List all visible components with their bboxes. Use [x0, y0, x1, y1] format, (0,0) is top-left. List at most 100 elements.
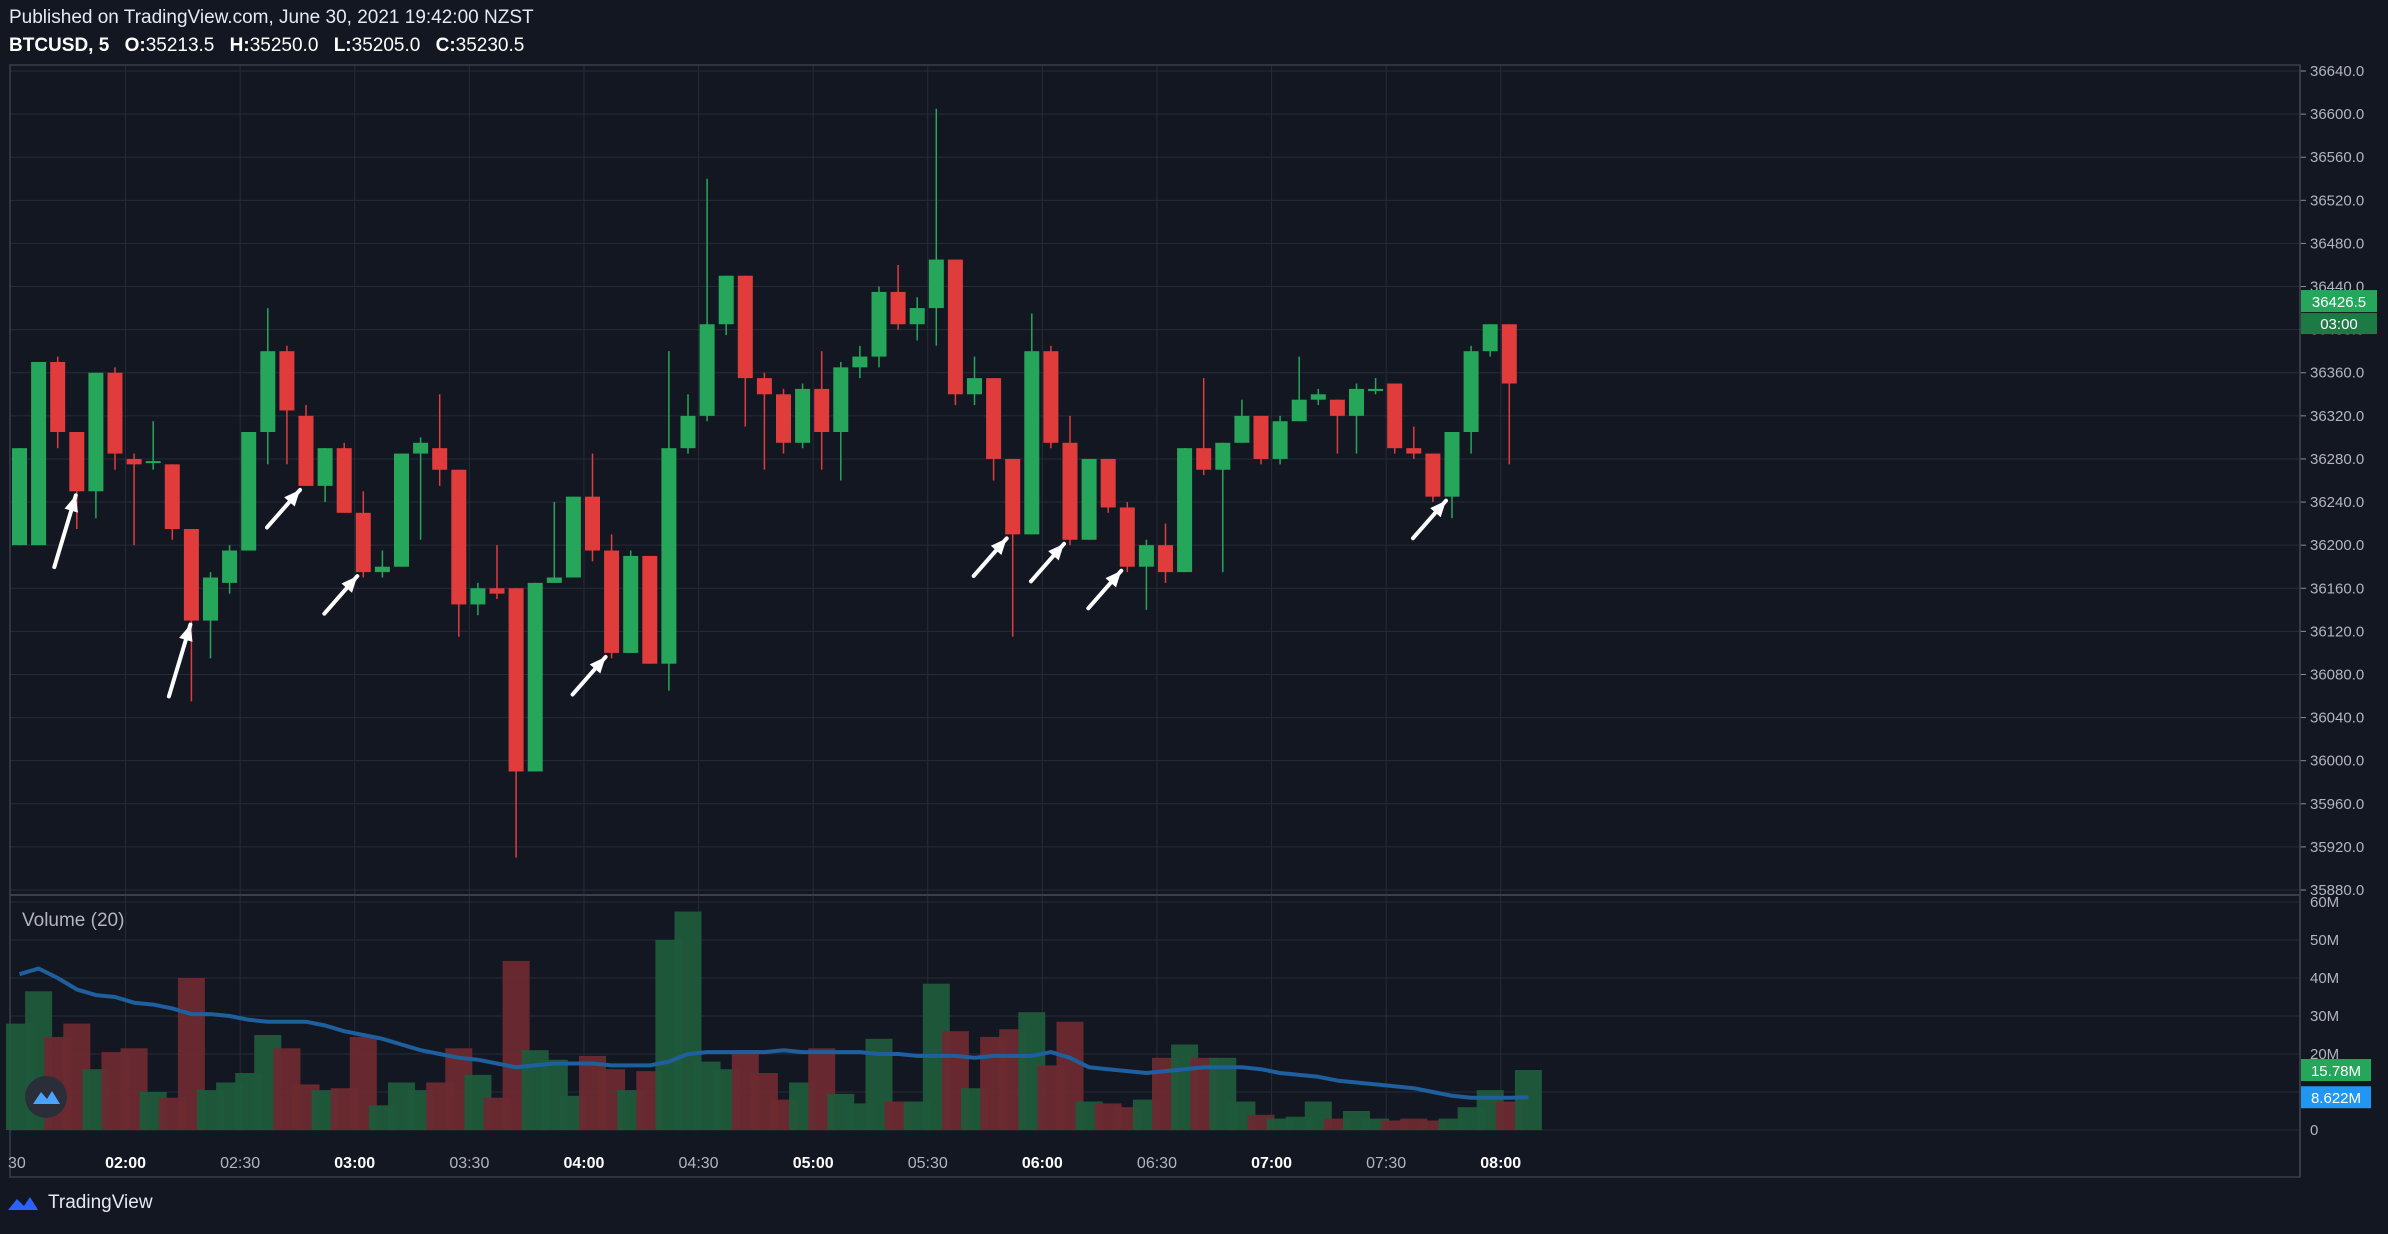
arrow-head [1430, 500, 1446, 518]
price-tick-label: 36160.0 [2310, 580, 2364, 597]
candle-body [1024, 351, 1040, 535]
volume-ma-line [18, 966, 1529, 1100]
volume-tick-label: 20M [2310, 1046, 2339, 1063]
candle-body [680, 415, 696, 449]
arrow-head [284, 489, 300, 507]
candle-body [1463, 351, 1479, 433]
time-tick-label: 30 [8, 1155, 26, 1172]
candle-body [1349, 388, 1364, 416]
arrow-head [64, 495, 78, 513]
time-tick-label: 03:00 [334, 1155, 375, 1172]
open-value: 35213.5 [145, 35, 215, 56]
candle-body [986, 378, 1002, 459]
open-label: O: [124, 35, 146, 56]
candle-body [795, 388, 811, 443]
candle-body [928, 259, 944, 309]
close-label: C: [435, 35, 456, 56]
bar-countdown-tag [2301, 313, 2377, 335]
volume-ma-label: 8.622M [2311, 1090, 2361, 1107]
candle-body [222, 550, 238, 583]
time-tick-label: 08:00 [1480, 1155, 1521, 1172]
volume-indicator-title[interactable]: Volume (20) [22, 910, 124, 931]
candle-body [508, 588, 524, 772]
symbol-label[interactable]: BTCUSD, 5 [9, 35, 110, 56]
price-tick-label: 36640.0 [2310, 63, 2364, 80]
time-tick-label: 07:30 [1366, 1155, 1406, 1172]
candle-body [1387, 383, 1403, 449]
time-tick-label: 02:00 [105, 1155, 146, 1172]
grid-layer [10, 65, 2300, 1131]
candle-body [489, 588, 505, 594]
candle-body [12, 448, 27, 546]
candle-body [623, 555, 639, 653]
candle-body [546, 577, 562, 583]
bar-countdown-label: 03:00 [2320, 316, 2358, 333]
candle-body [50, 361, 66, 433]
candle-body [1291, 399, 1307, 422]
price-tick-label: 36360.0 [2310, 365, 2364, 382]
candle-body [737, 275, 753, 379]
candle-body [871, 291, 887, 357]
price-tick-label: 36000.0 [2310, 753, 2364, 770]
arrow-head [179, 624, 193, 642]
high-label: H: [229, 35, 250, 56]
candle-body [394, 453, 409, 567]
price-tick-label: 36520.0 [2310, 192, 2364, 209]
candle-body [241, 432, 257, 551]
candle-body [432, 448, 448, 470]
candle-body [1062, 442, 1078, 540]
volume-layer [6, 911, 1542, 1130]
candle-body [1482, 324, 1498, 352]
candle-body [642, 555, 658, 664]
candle-body [1253, 415, 1269, 459]
candle-body [890, 291, 906, 325]
arrow-head [990, 538, 1007, 556]
last-price-label: 36426.5 [2312, 294, 2366, 311]
candle-body [1272, 421, 1288, 459]
candle-body [1310, 394, 1326, 400]
candle-body [260, 351, 276, 433]
volume-bar [1400, 1118, 1428, 1130]
candle-body [1081, 458, 1097, 540]
candle-body [107, 372, 123, 454]
time-tick-label: 05:30 [908, 1155, 948, 1172]
candle-body [126, 458, 142, 465]
ohlc-legend: BTCUSD, 5 O:35213.5 H:35250.0 L:35205.0 … [9, 32, 534, 60]
close-value: 35230.5 [455, 35, 525, 56]
candle-body [164, 464, 180, 529]
candle-body [145, 461, 161, 464]
candle-body [699, 324, 715, 416]
low-value: 35205.0 [351, 35, 421, 56]
candle-body [1196, 448, 1212, 470]
time-tick-label: 03:30 [449, 1155, 489, 1172]
price-tick-label: 36080.0 [2310, 666, 2364, 683]
volume-tick-label: 50M [2310, 932, 2339, 949]
candle-body [31, 361, 47, 546]
annotation-arrows [52, 487, 1448, 699]
price-tick-label: 36600.0 [2310, 106, 2364, 123]
candle-body [1329, 399, 1345, 416]
candle-body [585, 496, 600, 551]
candle-body [1215, 442, 1231, 470]
axis-layer: 36640.036600.036560.036520.036480.036440… [8, 63, 2377, 1177]
price-tick-label: 36560.0 [2310, 149, 2364, 166]
candle-body [718, 275, 734, 325]
price-tick-label: 36200.0 [2310, 537, 2364, 554]
candle-body [1005, 458, 1021, 535]
time-tick-label: 04:00 [563, 1155, 604, 1172]
candle-body [527, 582, 543, 772]
candle-body [336, 448, 352, 513]
candle-body [1043, 351, 1059, 443]
candle-body [852, 356, 868, 368]
arrow-head [1105, 570, 1122, 588]
candle-body [1425, 453, 1441, 497]
volume-tick-label: 0 [2310, 1122, 2318, 1139]
volume-bar [1514, 1070, 1542, 1130]
volume-bar [1266, 1118, 1294, 1130]
candle-body [279, 351, 295, 411]
candles-layer [12, 108, 1517, 858]
candle-body [413, 442, 429, 454]
arrow-head [341, 576, 358, 593]
footer-brand[interactable]: TradingView [6, 1192, 153, 1214]
